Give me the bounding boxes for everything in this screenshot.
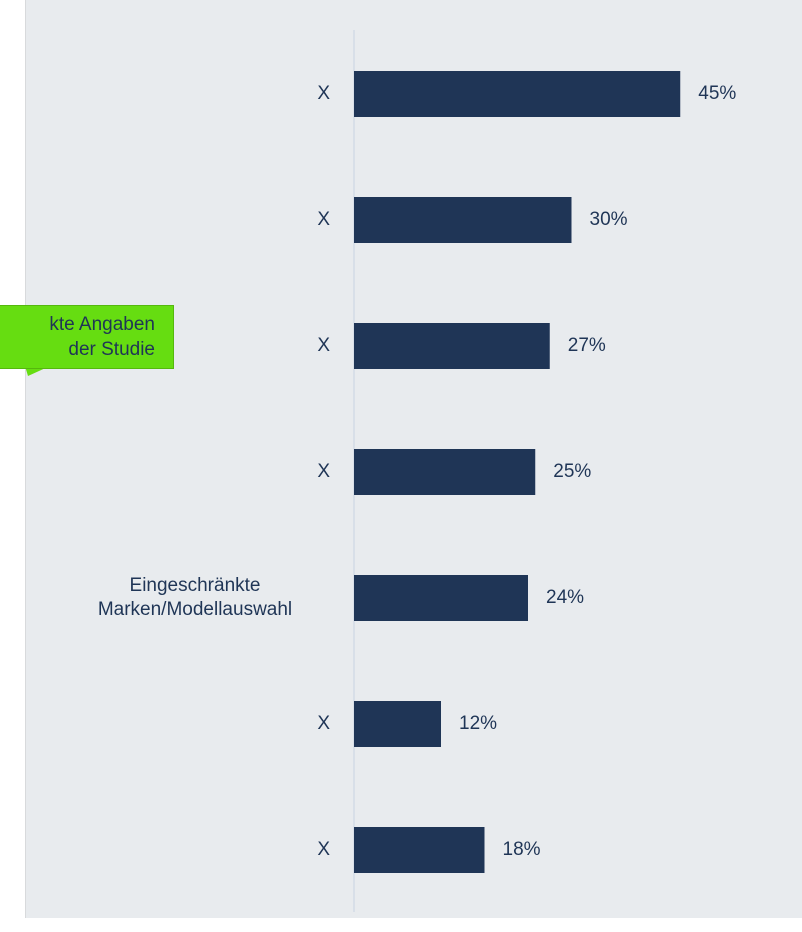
value-label: 30% [590,209,628,230]
category-label: X [317,461,330,482]
bar [354,449,536,495]
bar [354,827,485,873]
value-label: 12% [459,713,497,734]
callout-line: der Studie [68,339,155,360]
value-label: 25% [553,461,591,482]
bar [354,575,528,621]
bar [354,197,572,243]
bar [354,701,441,747]
callout-line: kte Angaben [49,314,155,335]
value-label: 45% [698,83,736,104]
category-label: X [317,335,330,356]
category-label: Eingeschränkte Marken/Modellauswahl [97,575,293,620]
category-label: X [317,839,330,860]
value-label: 18% [503,839,541,860]
bar [354,323,550,369]
value-label: 24% [546,587,584,608]
category-label: X [317,83,330,104]
category-label: X [317,713,330,734]
bar [354,71,681,117]
value-label: 27% [568,335,606,356]
category-label: X [317,209,330,230]
callout: kte Angaben der Studie [0,305,174,369]
